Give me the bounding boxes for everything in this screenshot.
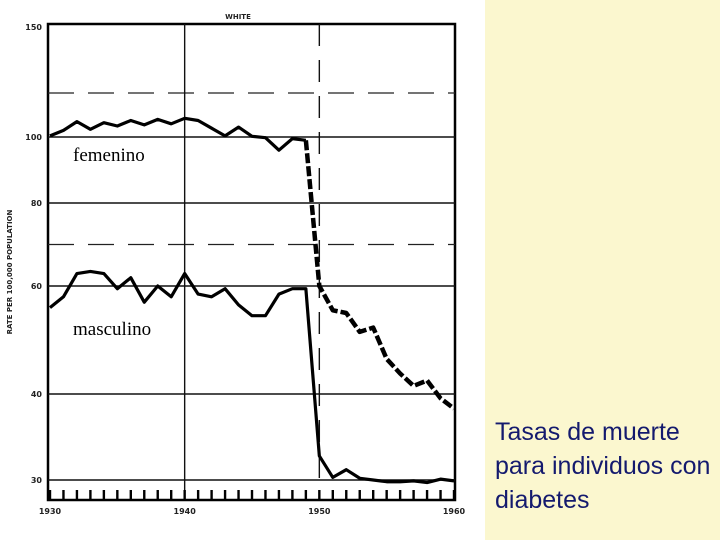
line-chart: 150 100 80 60 40 30 1930 1940 1950 1960 WHITE RAT… <box>6 13 466 516</box>
x-tick-label: 1940 <box>174 507 197 516</box>
y-tick-label: 60 <box>31 282 43 291</box>
y-tick-label: 150 <box>25 23 42 32</box>
chart-area: 150 100 80 60 40 30 1930 1940 1950 1960 WHITE RAT… <box>6 13 466 516</box>
x-tick-label: 1930 <box>39 507 62 516</box>
y-tick-label: 80 <box>31 199 43 208</box>
y-axis-title: RATE PER 100,000 POPULATION <box>6 209 14 334</box>
x-tick-label: 1960 <box>443 507 466 516</box>
x-tick-label: 1950 <box>308 507 331 516</box>
slide-caption: Tasas de muerte para individuos con diab… <box>495 418 711 514</box>
series-label-femenino: femenino <box>69 144 155 169</box>
chart-title: WHITE <box>225 13 251 21</box>
y-tick-label: 30 <box>31 476 43 485</box>
series-line-femenino <box>49 116 307 152</box>
side-panel: Tasas de muerte para individuos con diab… <box>485 0 720 540</box>
y-tick-label: 100 <box>25 133 42 142</box>
plot-frame <box>46 22 457 502</box>
series-label-masculino: masculino <box>69 318 162 343</box>
y-tick-label: 40 <box>31 390 43 399</box>
series-line-femenino-after-1949 <box>303 140 456 411</box>
series-line-masculino <box>48 269 455 485</box>
